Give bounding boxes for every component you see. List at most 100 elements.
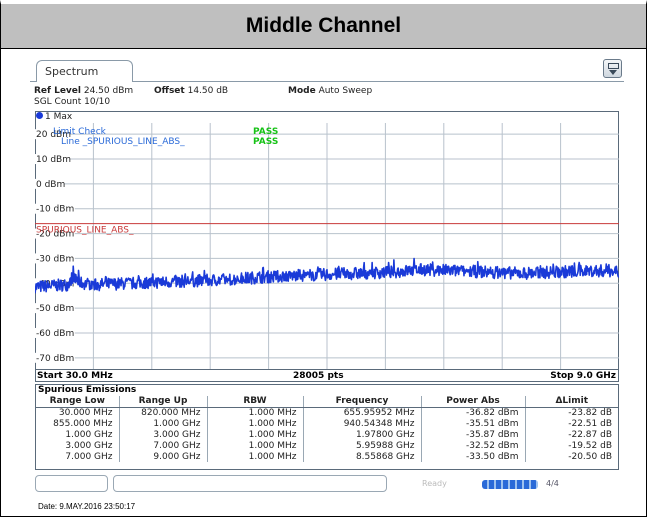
column-header: Power Abs [420, 396, 525, 408]
ref-level-label: Ref Level [34, 86, 81, 96]
y-label-backing [35, 327, 75, 338]
table-cell: -32.52 dBm [420, 440, 525, 451]
table-cell: 1.000 GHz [118, 418, 207, 429]
y-label-backing [35, 228, 75, 239]
table-row[interactable]: 855.000 MHz 1.000 GHz 1.000 MHz 940.54348 M… [36, 418, 618, 429]
plot-grid [35, 123, 619, 369]
table-cell: -20.50 dB [524, 451, 618, 462]
spurious-table-title: Spurious Emissions [38, 385, 137, 395]
y-tick-label: -20 dBm [36, 230, 74, 240]
table-cell: 820.000 MHz [118, 407, 207, 418]
softkey-message-area[interactable] [113, 475, 387, 492]
column-header: ΔLimit [524, 396, 618, 408]
y-label-backing [35, 253, 75, 264]
tab-divider [30, 81, 36, 82]
table-cell: 9.000 GHz [118, 451, 207, 462]
tab-divider [133, 81, 624, 82]
table-cell: 1.000 MHz [206, 451, 303, 462]
trace-line [35, 257, 619, 294]
table-cell: -36.82 dBm [420, 407, 525, 418]
table-cell: 30.000 MHz [58, 407, 113, 418]
y-tick-label: -50 dBm [36, 304, 74, 314]
y-label-backing [35, 129, 70, 140]
table-cell: 1.97800 GHz [302, 429, 421, 440]
column-header: Range Up [118, 396, 207, 408]
offset-label: Offset [154, 86, 185, 96]
spurious-table-body: 30.000 MHz 820.000 MHz 1.000 MHz 655.95952 … [36, 407, 618, 462]
table-cell: -23.82 dB [524, 407, 618, 418]
table-cell: 1.000 MHz [206, 429, 303, 440]
table-cell: -35.51 dBm [420, 418, 525, 429]
table-cell: 940.54348 MHz [302, 418, 421, 429]
table-cell: -35.87 dBm [420, 429, 525, 440]
spurious-table-header: Range Low Range Up RBW Frequency Power Abs ΔL… [36, 396, 618, 408]
spurious-table: Range Low Range Up RBW Frequency Power Abs ΔL… [36, 396, 618, 462]
column-header: Frequency [302, 396, 421, 408]
table-row[interactable]: 30.000 MHz 820.000 MHz 1.000 MHz 655.95952 … [36, 407, 618, 418]
x-axis-bar: Start 30.0 MHz 28005 pts Stop 9.0 GHz [35, 369, 619, 382]
y-tick-label: 20 dBm [36, 130, 71, 140]
table-cell: 1.000 MHz [206, 440, 303, 451]
limit-line: SPURIOUS_LINE_ABS_ [35, 223, 619, 236]
table-cell: -19.52 dB [524, 440, 618, 451]
table-cell: 1.000 MHz [206, 418, 303, 429]
tab-spectrum[interactable]: Spectrum [36, 60, 133, 82]
limit-line-label: SPURIOUS_LINE_ABS_ [36, 226, 134, 236]
table-cell: 1.000 GHz [65, 429, 113, 440]
offset-value: 14.50 dB [187, 86, 229, 96]
table-cell: 855.000 MHz [53, 418, 113, 429]
y-tick-label: -30 dBm [36, 254, 74, 264]
overview-button[interactable] [603, 59, 622, 78]
mode-info: Mode Auto Sweep [288, 86, 372, 96]
column-header: RBW [206, 396, 303, 408]
start-frequency: Start 30.0 MHz [37, 371, 113, 381]
sweep-progress-bar [482, 480, 538, 489]
y-label-backing [35, 203, 75, 214]
y-tick-label: 10 dBm [36, 155, 71, 165]
limit-line-check-status: PASS [253, 137, 278, 147]
mode-value: Auto Sweep [318, 86, 373, 96]
column-header: Range Low [36, 396, 119, 408]
y-tick-label: -10 dBm [36, 205, 74, 215]
trace-label: 1 Max [36, 112, 72, 122]
table-cell: 5.95988 GHz [302, 440, 421, 451]
spectrum-plot-frame [35, 111, 619, 382]
table-cell: 3.000 GHz [65, 440, 113, 451]
limit-check-overlay: Limit Check PASS Line _SPURIOUS_LINE_ABS… [53, 127, 278, 147]
page-title: Middle Channel [245, 14, 402, 37]
date-stamp: Date: 9.MAY.2016 23:50:17 [38, 502, 136, 511]
sweep-points: 28005 pts [293, 371, 344, 381]
table-row[interactable]: 3.000 GHz 7.000 GHz 1.000 MHz 5.95988 GHz -3… [36, 440, 618, 451]
status-label: Ready [422, 479, 447, 488]
y-tick-label: -60 dBm [36, 329, 74, 339]
table-cell: -33.50 dBm [420, 451, 525, 462]
y-label-backing [35, 303, 75, 314]
analyzer-screen: Spectrum Ref Level 24.50 dBm Offset 14.5… [30, 57, 624, 495]
page-header: Middle Channel [0, 0, 647, 49]
limit-line-check-label: Line _SPURIOUS_LINE_ABS_ [61, 137, 185, 147]
table-cell: -22.87 dB [524, 429, 618, 440]
table-cell: -22.51 dB [524, 418, 618, 429]
table-row[interactable]: 7.000 GHz 9.000 GHz 1.000 MHz 8.55868 GHz -3… [36, 451, 618, 462]
table-cell: 8.55868 GHz [302, 451, 421, 462]
y-label-backing [35, 154, 70, 165]
ref-level-value: 24.50 dBm [83, 86, 134, 96]
table-cell: 7.000 GHz [65, 451, 113, 462]
table-cell: 3.000 GHz [118, 429, 207, 440]
limit-check-status: PASS [253, 127, 278, 137]
y-tick-label: 0 dBm [36, 180, 65, 190]
y-label-backing [35, 352, 75, 363]
y-tick-label: -70 dBm [36, 354, 74, 364]
trace-name: 1 Max [45, 112, 73, 122]
sgl-count: SGL Count 10/10 [34, 97, 111, 107]
table-cell: 1.000 MHz [206, 407, 303, 418]
trace-group [35, 257, 619, 294]
spurious-table-panel: Spurious Emissions Range Low Range Up RBW F… [35, 384, 619, 470]
trace-dot-icon [36, 112, 43, 119]
table-row[interactable]: 1.000 GHz 3.000 GHz 1.000 MHz 1.97800 GHz -3… [36, 429, 618, 440]
mode-label: Mode [288, 86, 316, 96]
stop-frequency: Stop 9.0 GHz [550, 371, 616, 381]
softkey-left[interactable] [35, 475, 108, 492]
